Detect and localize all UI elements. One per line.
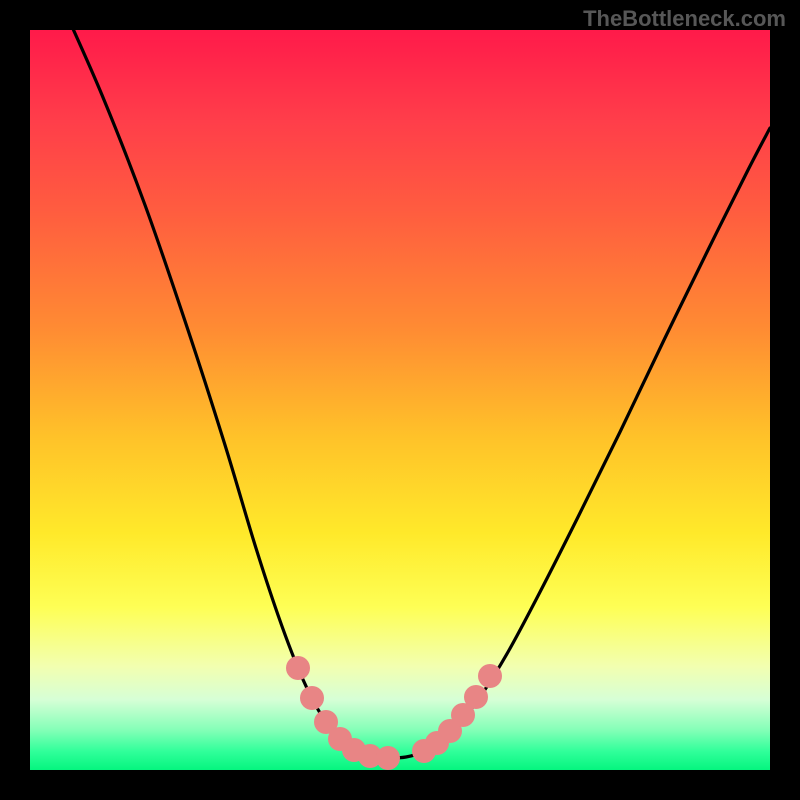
chart-svg	[0, 0, 800, 800]
marker-left	[376, 746, 400, 770]
marker-right	[464, 685, 488, 709]
plot-background	[30, 30, 770, 770]
marker-left	[300, 686, 324, 710]
chart-frame: TheBottleneck.com	[0, 0, 800, 800]
marker-right	[478, 664, 502, 688]
marker-left	[286, 656, 310, 680]
